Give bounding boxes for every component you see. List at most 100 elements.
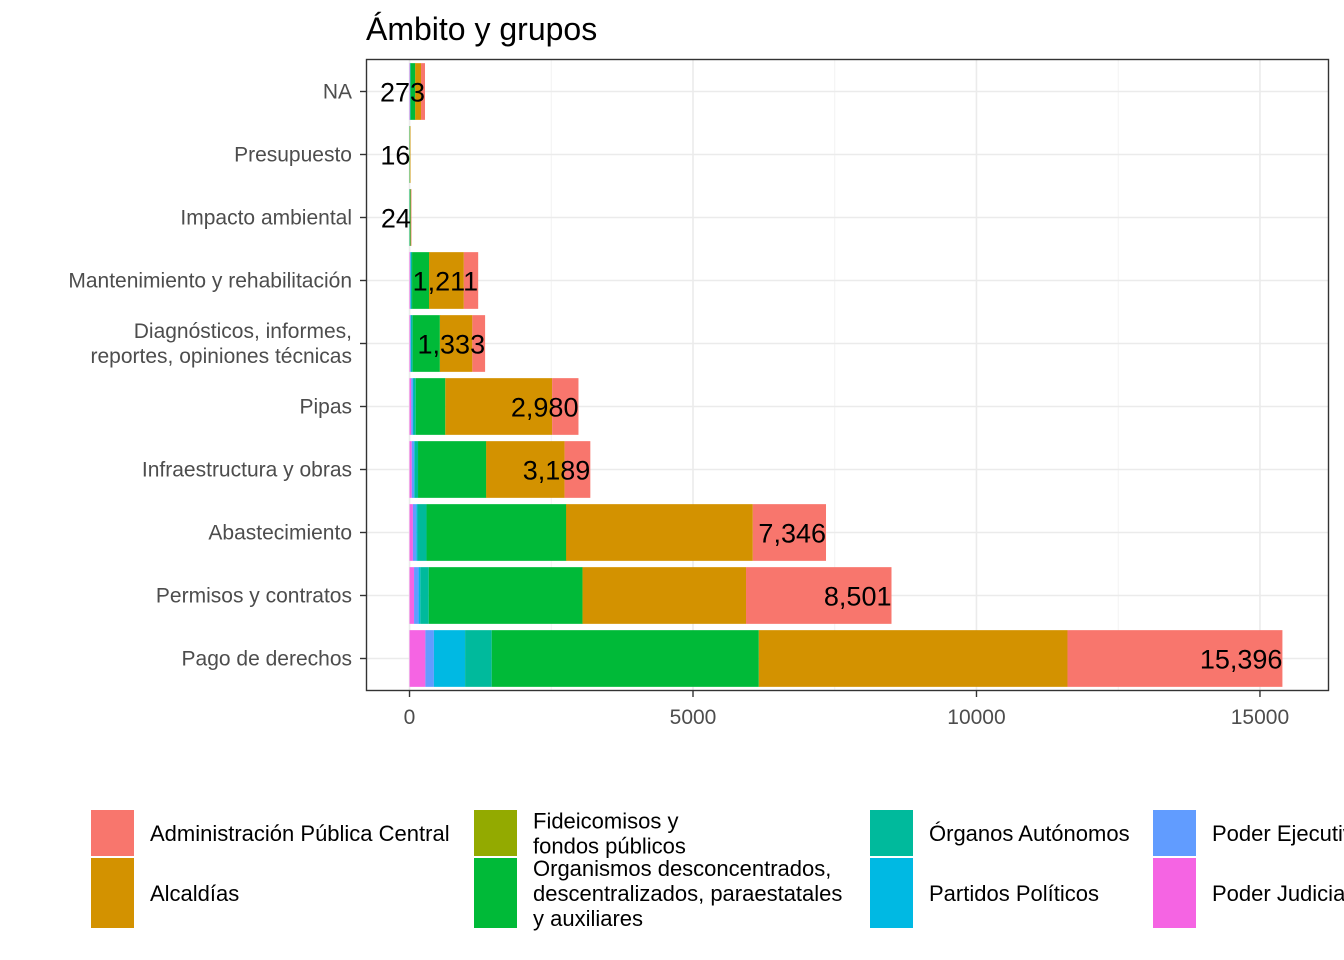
bar-total-label: 24: [381, 204, 411, 234]
bar-segment: [416, 504, 418, 561]
bar-segment: [582, 567, 747, 624]
bar-segment: [445, 378, 553, 435]
chart-title: Ámbito y grupos: [366, 11, 597, 47]
bar-total-label: 1,333: [418, 330, 486, 360]
bar-segment: [412, 252, 430, 309]
legend-key: [91, 810, 134, 856]
bar-segment: [752, 504, 827, 561]
bar-segment: [412, 504, 417, 561]
bar-segment: [428, 567, 583, 624]
bar-segment: [472, 315, 486, 372]
legend-label: Fideicomisos y fondos públicos: [533, 809, 686, 859]
bar-segment: [411, 378, 413, 435]
legend-label: Partidos Políticos: [929, 881, 1099, 906]
bar-segment: [552, 378, 579, 435]
bar-segment: [463, 252, 479, 309]
bar-segment: [409, 630, 426, 687]
legend-item: Alcaldías: [91, 858, 239, 928]
bar-segment: [409, 126, 411, 183]
legend-key: [870, 810, 913, 856]
bar-segment: [412, 378, 414, 435]
bar-segment: [759, 630, 1068, 687]
x-tick-label: 10000: [947, 706, 1005, 729]
x-axis: 0 5000 10000 15000: [404, 690, 1289, 729]
bars-layer: [409, 63, 1283, 687]
bar-segment: [414, 441, 415, 498]
legend-item: Poder Judicial: [1153, 858, 1344, 928]
bar-segment: [1067, 630, 1283, 687]
bar-segment: [418, 441, 487, 498]
bar-segment: [409, 189, 411, 246]
category-label: Abastecimiento: [208, 522, 352, 545]
x-tick-label: 0: [404, 706, 416, 729]
category-label: Pipas: [299, 396, 352, 419]
legend-key: [91, 858, 134, 904]
bar-segment: [410, 63, 416, 120]
bar-total-label: 2,980: [511, 393, 579, 423]
legend-label: Organismos desconcentrados, descentraliza…: [533, 856, 842, 931]
bar-segment: [409, 441, 412, 498]
bar-segment: [440, 315, 473, 372]
legend-key: [870, 858, 913, 904]
legend-item: Órganos Autónomos: [870, 810, 1130, 856]
category-label: Impacto ambiental: [180, 207, 352, 230]
bar-segment: [413, 378, 416, 435]
bar-segment: [411, 315, 413, 372]
bar-segment: [746, 567, 892, 624]
legend-key-extension: [91, 904, 134, 928]
legend-label: Administración Pública Central: [150, 821, 450, 846]
legend-key-extension: [474, 904, 517, 928]
total-labels-layer: 15,396 8,501 7,346 3,189 2,980 1,333 1,211 24 16…: [380, 78, 1282, 675]
legend-label: Alcaldías: [150, 881, 239, 906]
legend-label: Poder Judicial: [1212, 881, 1344, 906]
legend-key: [1153, 810, 1196, 856]
bar-segment: [409, 378, 412, 435]
bar-segment: [410, 252, 413, 309]
bar-total-label: 15,396: [1200, 645, 1283, 675]
bar-segment: [414, 441, 419, 498]
category-label: NA: [323, 81, 352, 104]
bar-segment: [564, 441, 591, 498]
bar-segment: [410, 189, 412, 246]
bar-segment: [491, 630, 759, 687]
bar-segment: [426, 504, 567, 561]
category-label: Infraestructura y obras: [142, 459, 352, 482]
bar-segment: [410, 315, 411, 372]
legend-key: [474, 810, 517, 856]
bar-segment: [411, 441, 415, 498]
legend: Administración Pública Central Alcaldías F…: [91, 809, 1344, 931]
x-tick-label: 5000: [670, 706, 717, 729]
bar-segment: [429, 252, 464, 309]
bar-segment: [433, 630, 466, 687]
bar-segment: [415, 63, 422, 120]
bar-total-label: 7,346: [758, 519, 826, 549]
bar-total-label: 16: [380, 141, 410, 171]
bar-segment: [465, 630, 492, 687]
bar-segment: [486, 441, 565, 498]
bar-segment: [410, 63, 411, 120]
legend-label: Órganos Autónomos: [929, 821, 1130, 846]
bar-segment: [409, 567, 415, 624]
legend-key-extension: [870, 904, 913, 928]
legend-key: [1153, 858, 1196, 904]
bar-segment: [415, 378, 446, 435]
bar-segment: [409, 504, 413, 561]
legend-key: [474, 858, 517, 904]
category-label: Diagnósticos, informes, reportes, opinion…: [91, 320, 353, 368]
bar-segment: [418, 567, 421, 624]
legend-key-extension: [1153, 904, 1196, 928]
bar-segment: [412, 315, 440, 372]
legend-label: Poder Ejecutivo: [1212, 821, 1344, 846]
category-label: Pago de derechos: [182, 648, 352, 671]
category-label: Mantenimiento y rehabilitación: [68, 270, 352, 293]
bar-segment: [425, 630, 434, 687]
legend-item: Partidos Políticos: [870, 858, 1099, 928]
bar-segment: [417, 504, 427, 561]
bar-segment: [410, 252, 411, 309]
bar-segment: [420, 567, 429, 624]
legend-item: Poder Ejecutivo: [1153, 810, 1344, 856]
plot-panel-border: [365, 58, 1330, 692]
bar-total-label: 8,501: [824, 582, 892, 612]
bar-total-label: 1,211: [413, 267, 479, 297]
